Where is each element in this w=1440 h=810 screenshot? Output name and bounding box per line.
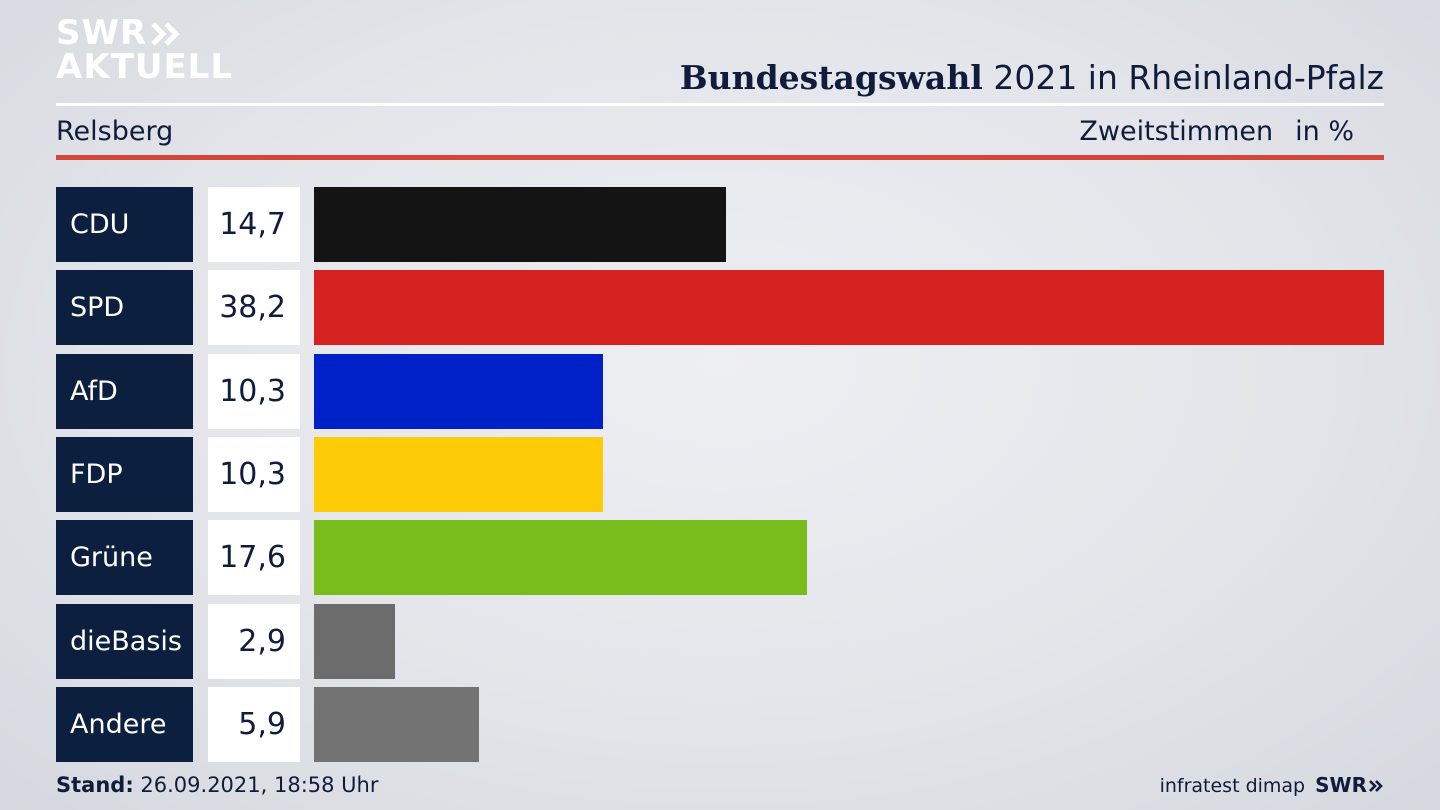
party-label: dieBasis — [56, 603, 193, 679]
chart-title: Bundestagswahl 2021 in Rheinland-Pfalz — [680, 58, 1384, 98]
title-bold: Bundestagswahl — [679, 58, 983, 97]
bar — [314, 603, 396, 679]
swr-aktuell-logo: SWR AKTUELL — [56, 16, 234, 87]
bar — [314, 520, 807, 596]
value-label: 5,9 — [208, 686, 300, 762]
double-chevron-icon-small — [1369, 780, 1383, 792]
value-label: 38,2 — [208, 270, 300, 346]
title-rest: 2021 in Rheinland-Pfalz — [982, 58, 1384, 97]
value-label: 10,3 — [208, 353, 300, 429]
stand-label: Stand: — [56, 773, 134, 797]
timestamp: Stand: 26.09.2021, 18:58 Uhr — [56, 771, 379, 799]
source-credit: infratest dimap SWR — [1160, 771, 1384, 800]
party-label: FDP — [56, 436, 193, 512]
logo-line-swr: SWR — [56, 16, 226, 50]
stand-value: 26.09.2021, 18:58 Uhr — [133, 773, 379, 797]
party-label: SPD — [56, 270, 193, 346]
vote-type-unit: Zweitstimmen in % — [1079, 114, 1354, 150]
bar — [314, 187, 726, 262]
unit-label: in % — [1295, 116, 1354, 147]
swr-brand: SWR — [1315, 773, 1384, 797]
bar — [314, 436, 603, 512]
bar — [314, 270, 1384, 346]
logo-line-aktuell: AKTUELL — [56, 47, 234, 87]
bar — [314, 686, 480, 762]
bar — [314, 353, 603, 429]
region-name: Relsberg — [56, 116, 174, 147]
party-label: CDU — [56, 187, 193, 262]
party-label: AfD — [56, 353, 193, 429]
value-label: 10,3 — [208, 436, 300, 512]
bar-row: Andere 5,9 — [56, 686, 1384, 762]
bar-row: FDP 10,3 — [56, 436, 1384, 512]
double-chevron-icon — [151, 22, 180, 46]
source-label: infratest dimap — [1159, 775, 1306, 797]
header-divider — [56, 103, 1384, 106]
bar-row: dieBasis 2,9 — [56, 603, 1384, 679]
party-label: Grüne — [56, 520, 193, 596]
bar-row: Grüne 17,6 — [56, 520, 1384, 596]
party-label: Andere — [56, 686, 193, 762]
value-label: 17,6 — [208, 520, 300, 596]
value-label: 14,7 — [208, 187, 300, 262]
bar-row: CDU 14,7 — [56, 187, 1384, 262]
accent-divider — [56, 155, 1384, 160]
vote-type: Zweitstimmen — [1079, 116, 1274, 147]
bar-row: AfD 10,3 — [56, 353, 1384, 429]
value-label: 2,9 — [208, 603, 300, 679]
bar-row: SPD 38,2 — [56, 270, 1384, 346]
